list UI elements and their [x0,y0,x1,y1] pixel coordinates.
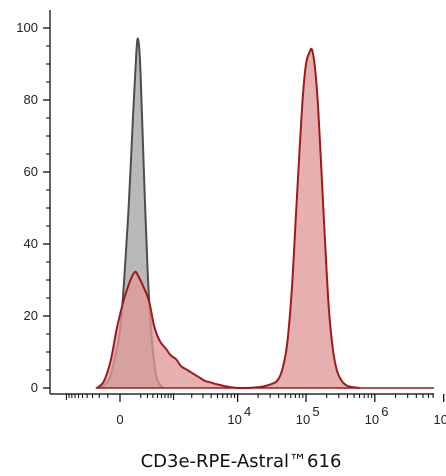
x-axis-title: CD3e-RPE-Astral™616 [141,451,342,472]
x-tick-exponent-3: 6 [381,404,388,419]
y-tick-label-40: 40 [24,236,38,251]
x-tick-exponent-1: 4 [244,404,251,419]
x-tick-label-4: 10 [433,412,446,427]
x-tick-label-2: 10 [296,412,310,427]
x-tick-label-1: 10 [227,412,241,427]
x-tick-label-0: 0 [116,412,123,427]
ticks-layer: 0204060801000104105106107 [16,20,446,427]
series-1-area [97,48,360,389]
x-tick-label-3: 10 [365,412,379,427]
y-tick-label-0: 0 [31,380,38,395]
x-tick-exponent-2: 5 [312,404,319,419]
series-layer [95,37,434,390]
y-tick-label-20: 20 [24,308,38,323]
y-tick-label-60: 60 [24,164,38,179]
y-tick-label-80: 80 [24,92,38,107]
y-tick-label-100: 100 [16,20,38,35]
